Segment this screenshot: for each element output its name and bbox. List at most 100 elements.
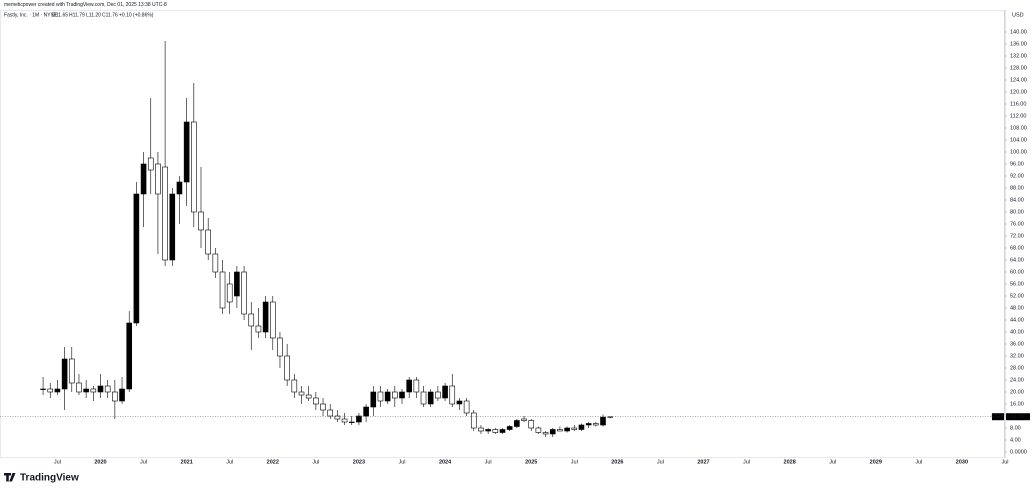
candle-body xyxy=(112,391,118,402)
candle-body xyxy=(133,193,140,324)
y-tick-label: 48.00 xyxy=(1010,305,1024,311)
candle-body xyxy=(370,391,377,408)
candle-body xyxy=(119,388,125,402)
candle-body xyxy=(392,391,398,399)
y-tick-label: 64.00 xyxy=(1010,257,1024,263)
y-tick-label: 60.00 xyxy=(1010,269,1024,275)
y-tick-label: 88.00 xyxy=(1010,185,1024,191)
ohlc-high: H11.79 xyxy=(69,12,85,18)
ohlc-change: +0.10 (+0.86%) xyxy=(119,12,154,18)
candle-body xyxy=(478,427,484,432)
candle-body xyxy=(298,391,305,396)
candle-body xyxy=(90,388,97,393)
plot-frame xyxy=(0,10,1005,458)
candle-body xyxy=(492,429,499,433)
candle-body xyxy=(485,429,491,432)
candle-body xyxy=(463,400,470,414)
candle-body xyxy=(506,426,513,430)
candle-body xyxy=(313,397,319,405)
candle-body xyxy=(528,420,535,429)
y-tick-label: 4.00 xyxy=(1010,437,1021,443)
x-tick-label: 2025 xyxy=(525,459,537,465)
y-tick-label: 80.00 xyxy=(1010,209,1024,215)
x-tick-label: 2029 xyxy=(870,459,882,465)
candle-body xyxy=(277,337,283,357)
y-tick-label: 92.00 xyxy=(1010,173,1024,179)
y-tick-label: 132.00 xyxy=(1010,53,1027,59)
x-tick-label: Jul xyxy=(657,459,664,465)
candle-body xyxy=(183,121,190,183)
candle-body xyxy=(198,211,204,231)
candle-body xyxy=(399,391,405,399)
symbol-tag-bg xyxy=(992,413,1004,421)
y-tick-label: 28.00 xyxy=(1010,365,1024,371)
x-tick-label: 2023 xyxy=(353,459,365,465)
y-tick-label: 96.00 xyxy=(1010,161,1024,167)
y-tick-label: 112.00 xyxy=(1010,113,1026,119)
candle-body xyxy=(571,427,578,430)
candle-body xyxy=(585,423,592,426)
y-tick-label: 68.00 xyxy=(1010,245,1024,251)
candle-body xyxy=(47,388,54,393)
candle-body xyxy=(334,415,341,420)
y-tick-label: 116.00 xyxy=(1010,101,1026,107)
y-tick-label: 8.00 xyxy=(1010,425,1021,431)
candle-body xyxy=(377,391,384,402)
y-tick-label: 100.00 xyxy=(1010,149,1027,155)
ohlc-open: O11.65 xyxy=(52,12,68,18)
x-tick-label: 2022 xyxy=(267,459,279,465)
candle-body xyxy=(205,229,211,255)
candle-body xyxy=(291,379,298,393)
x-tick-label: 2027 xyxy=(697,459,709,465)
candle-body xyxy=(564,427,570,432)
candle-body xyxy=(162,166,168,261)
candle-body xyxy=(234,271,240,297)
x-tick-label: Jul xyxy=(398,459,405,465)
y-tick-label: 104.00 xyxy=(1010,137,1027,143)
candle-body xyxy=(542,432,549,435)
candle-body xyxy=(269,301,276,339)
candle-body xyxy=(413,379,420,393)
candle-body xyxy=(435,391,441,399)
x-tick-label: 2028 xyxy=(784,459,796,465)
y-tick-label: 40.00 xyxy=(1010,329,1024,335)
x-tick-label: Jul xyxy=(829,459,836,465)
y-tick-label: 20.00 xyxy=(1010,389,1024,395)
x-tick-label: Jul xyxy=(571,459,578,465)
candle-body xyxy=(549,429,556,435)
x-tick-label: 2021 xyxy=(181,459,193,465)
candle-body xyxy=(406,379,412,393)
x-tick-label: 2030 xyxy=(956,459,968,465)
y-tick-label: 124.00 xyxy=(1010,77,1027,83)
candle-body xyxy=(97,385,104,393)
candle-body xyxy=(255,325,262,333)
y-tick-label: 56.00 xyxy=(1010,281,1024,287)
logo-dot xyxy=(12,473,15,477)
instrument: Fastly, Inc. · 1M · NYSE xyxy=(4,12,58,18)
candle-body xyxy=(169,193,176,261)
candle-body xyxy=(600,416,606,426)
candle-body xyxy=(442,385,448,399)
candle-body xyxy=(578,424,585,430)
brand: TradingView xyxy=(20,473,79,484)
x-tick-label: Jul xyxy=(54,459,61,465)
candle-body xyxy=(76,382,82,393)
candle-body xyxy=(384,391,391,402)
y-tick-label: 84.00 xyxy=(1010,197,1024,203)
y-tick-label: 52.00 xyxy=(1010,293,1024,299)
candle-body xyxy=(40,388,46,390)
candle-body xyxy=(320,403,326,411)
candle-body xyxy=(363,406,369,417)
y-tick-label: 108.00 xyxy=(1010,125,1027,131)
ohlc-close: C11.76 xyxy=(102,12,118,18)
currency: USD xyxy=(1012,12,1024,18)
candle-body xyxy=(191,121,197,213)
candle-body xyxy=(61,358,68,390)
candle-body xyxy=(83,388,89,393)
candle-body xyxy=(248,313,255,327)
x-tick-label: Jul xyxy=(743,459,750,465)
x-tick-label: 2020 xyxy=(94,459,106,465)
ohlc-low: L11.20 xyxy=(86,12,101,18)
